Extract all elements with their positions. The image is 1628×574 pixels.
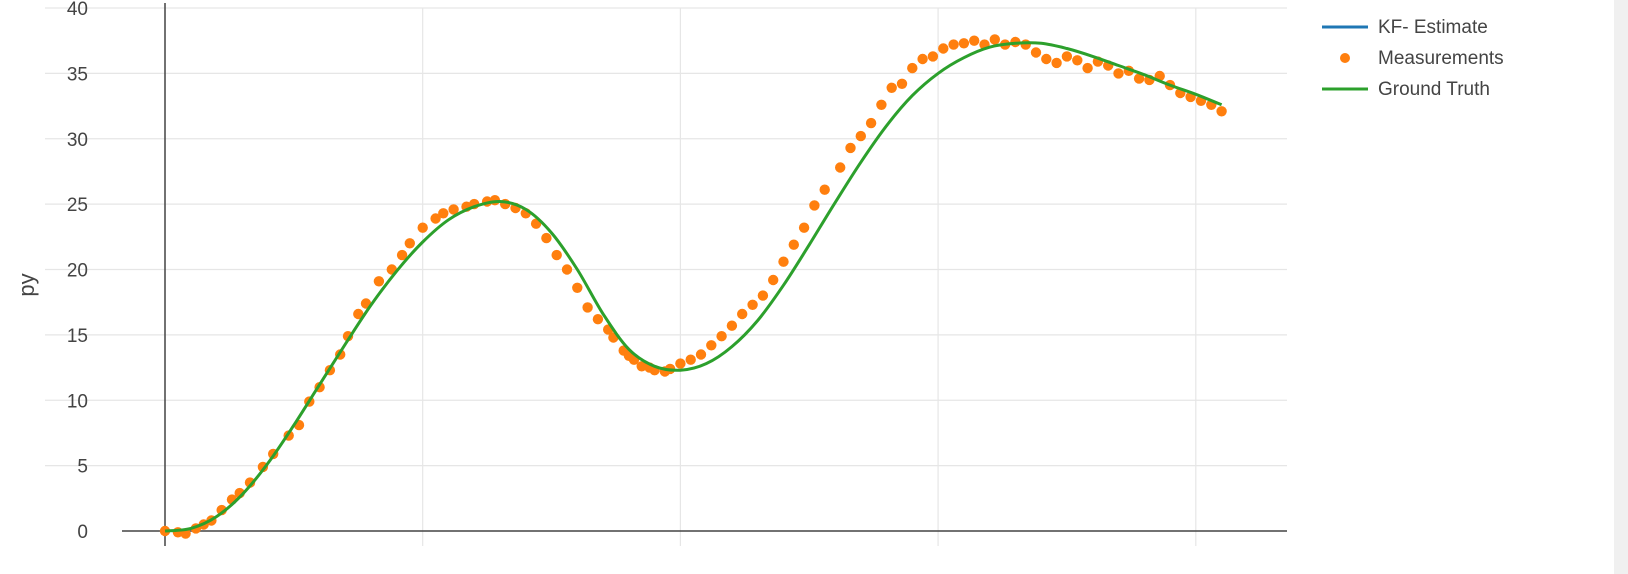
measurement-point bbox=[1041, 53, 1052, 65]
legend-label-measurements: Measurements bbox=[1378, 48, 1504, 69]
legend-swatch-measurements bbox=[1340, 53, 1350, 63]
measurement-point bbox=[244, 477, 256, 488]
measurement-point bbox=[1030, 47, 1042, 58]
measurement-point bbox=[737, 308, 748, 320]
legend-item-kf-estimate[interactable]: KF- Estimate bbox=[1322, 17, 1488, 38]
y-tick-label: 5 bbox=[77, 457, 88, 478]
y-tick-label: 20 bbox=[67, 261, 88, 282]
measurement-point bbox=[716, 331, 727, 342]
legend-label-ground-truth: Ground Truth bbox=[1378, 79, 1490, 100]
measurement-point bbox=[747, 299, 758, 310]
measurement-point bbox=[551, 249, 562, 261]
measurement-point bbox=[430, 213, 441, 224]
legend-item-ground-truth[interactable]: Ground Truth bbox=[1322, 79, 1490, 100]
measurement-point bbox=[448, 204, 459, 215]
y-gridlines bbox=[45, 7, 1287, 467]
measurement-point bbox=[417, 222, 428, 233]
y-tick-label: 0 bbox=[77, 522, 88, 543]
measurement-point bbox=[757, 290, 769, 301]
measurement-point bbox=[541, 232, 552, 244]
measurement-point bbox=[636, 361, 647, 372]
measurement-point bbox=[706, 340, 717, 351]
measurement-point bbox=[353, 308, 364, 320]
measurement-point bbox=[948, 39, 959, 50]
measurement-point bbox=[396, 249, 408, 261]
measurement-point bbox=[845, 142, 856, 154]
measurement-point bbox=[592, 314, 604, 325]
measurement-point bbox=[819, 184, 830, 195]
measurement-point bbox=[1061, 51, 1073, 62]
y-tick-label: 30 bbox=[67, 130, 88, 151]
measurement-point bbox=[788, 239, 799, 250]
plot-area bbox=[159, 34, 1227, 539]
y-tick-label: 40 bbox=[67, 0, 88, 20]
measurement-point bbox=[768, 274, 779, 286]
legend: KF- Estimate Measurements Ground Truth bbox=[1322, 17, 1504, 100]
measurement-point bbox=[876, 99, 887, 111]
measurement-point bbox=[572, 282, 583, 293]
measurement-point bbox=[969, 35, 980, 46]
measurement-point bbox=[1051, 57, 1062, 69]
measurement-point bbox=[907, 62, 918, 74]
measurement-point bbox=[685, 354, 696, 365]
scrollbar-edge bbox=[1614, 0, 1628, 574]
y-tick-label: 35 bbox=[67, 64, 88, 85]
measurement-point bbox=[726, 320, 738, 331]
y-tick-label: 10 bbox=[67, 391, 88, 412]
measurement-point bbox=[1082, 62, 1093, 74]
measurement-point bbox=[958, 38, 970, 49]
measurement-point bbox=[798, 222, 810, 233]
measurement-point bbox=[938, 43, 949, 54]
measurement-point bbox=[1072, 55, 1083, 66]
y-tick-label: 25 bbox=[67, 195, 88, 216]
measurements-series bbox=[159, 34, 1227, 539]
measurement-point bbox=[582, 302, 593, 313]
ground-truth-line bbox=[164, 41, 1223, 533]
measurement-point bbox=[675, 358, 686, 369]
measurement-point bbox=[835, 162, 846, 173]
measurement-point bbox=[438, 208, 449, 219]
measurement-point bbox=[809, 200, 820, 211]
measurement-point bbox=[373, 276, 385, 287]
measurement-point bbox=[778, 256, 789, 267]
measurement-point bbox=[561, 264, 573, 275]
measurement-point bbox=[855, 130, 866, 142]
measurement-point bbox=[695, 349, 707, 360]
measurement-point bbox=[917, 53, 928, 65]
measurement-point bbox=[886, 82, 897, 94]
measurement-point bbox=[1113, 68, 1124, 79]
measurement-point bbox=[896, 78, 908, 90]
y-axis-title: py bbox=[14, 273, 39, 296]
measurement-point bbox=[1133, 73, 1145, 84]
y-tick-labels: 0 5 10 15 20 25 30 35 40 bbox=[67, 0, 88, 543]
measurement-point bbox=[1020, 39, 1031, 50]
measurement-point bbox=[865, 117, 877, 129]
measurement-point bbox=[989, 34, 1000, 45]
y-tick-label: 15 bbox=[67, 326, 88, 347]
measurement-point bbox=[927, 51, 939, 62]
x-gridlines bbox=[422, 8, 1197, 546]
legend-label-kf-estimate: KF- Estimate bbox=[1378, 17, 1488, 38]
measurement-point bbox=[1216, 106, 1227, 117]
measurement-point bbox=[404, 238, 415, 249]
legend-item-measurements[interactable]: Measurements bbox=[1340, 48, 1504, 69]
